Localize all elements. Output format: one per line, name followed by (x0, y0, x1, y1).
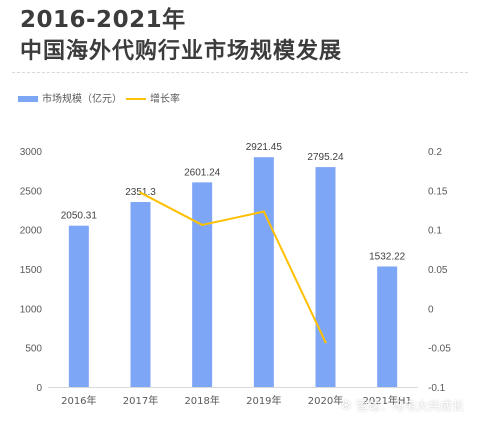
legend-bar-swatch (18, 96, 38, 102)
bar-value-label-2: 2601.24 (184, 167, 221, 178)
bar-value-label-5: 1532.22 (369, 251, 406, 262)
y-right-tick-label-2: 0.1 (428, 226, 442, 237)
y-left-tick-label-5: 2500 (20, 186, 43, 197)
bar-value-label-0: 2050.31 (61, 211, 98, 222)
legend-line-label: 增长率 (150, 92, 180, 105)
growth-rate-point-1 (139, 191, 142, 194)
y-left-tick-label-4: 2000 (20, 226, 43, 237)
y-right-tick-label-5: -0.05 (428, 344, 451, 355)
y-right-tick-label-3: 0.05 (428, 265, 448, 276)
y-left-tick-label-3: 1500 (20, 265, 43, 276)
title-divider (12, 72, 468, 73)
growth-rate-point-4 (324, 340, 327, 344)
bar-0 (68, 225, 89, 387)
legend-bar-label: 市场规模（亿元） (42, 92, 122, 105)
growth-rate-point-2 (200, 223, 204, 227)
y-left-tick-label-2: 1000 (20, 304, 43, 315)
y-right-tick-label-4: 0 (428, 304, 434, 315)
bar-1 (130, 202, 151, 387)
bar-value-label-3: 2921.45 (246, 142, 283, 153)
x-tick-label-3: 2019年 (246, 394, 281, 407)
growth-rate-line (140, 191, 327, 343)
x-tick-label-1: 2017年 (123, 394, 158, 407)
title-line-1: 2016-2021年 (20, 7, 186, 33)
bar-4 (315, 167, 336, 387)
y-left-tick-label-6: 3000 (20, 147, 43, 158)
y-right-tick-label-1: 0.15 (428, 186, 448, 197)
growth-rate-point-3 (262, 210, 266, 213)
bar-value-label-4: 2795.24 (307, 152, 344, 163)
snowball-icon: ❄ (340, 397, 352, 414)
bar-5 (377, 266, 398, 387)
y-right-tick-label-6: -0.1 (428, 383, 446, 394)
watermark: ❄ 雪球：马韦大共成长 (340, 397, 464, 414)
y-right-tick-label-0: 0.2 (428, 147, 442, 158)
x-tick-label-4: 2020年 (308, 394, 343, 407)
watermark-text: 雪球：马韦大共成长 (355, 399, 464, 413)
chart-title: 2016-2021年 中国海外代购行业市场规模发展 (20, 4, 342, 68)
y-left-tick-label-1: 500 (25, 344, 42, 355)
x-tick-label-2: 2018年 (184, 394, 219, 407)
bar-3 (253, 157, 274, 387)
y-left-tick-label-0: 0 (36, 383, 42, 394)
x-tick-label-0: 2016年 (61, 394, 96, 407)
title-line-2: 中国海外代购行业市场规模发展 (20, 39, 343, 64)
x-tick-label-5: 2021年H1 (362, 394, 411, 407)
bar-2 (192, 182, 213, 387)
